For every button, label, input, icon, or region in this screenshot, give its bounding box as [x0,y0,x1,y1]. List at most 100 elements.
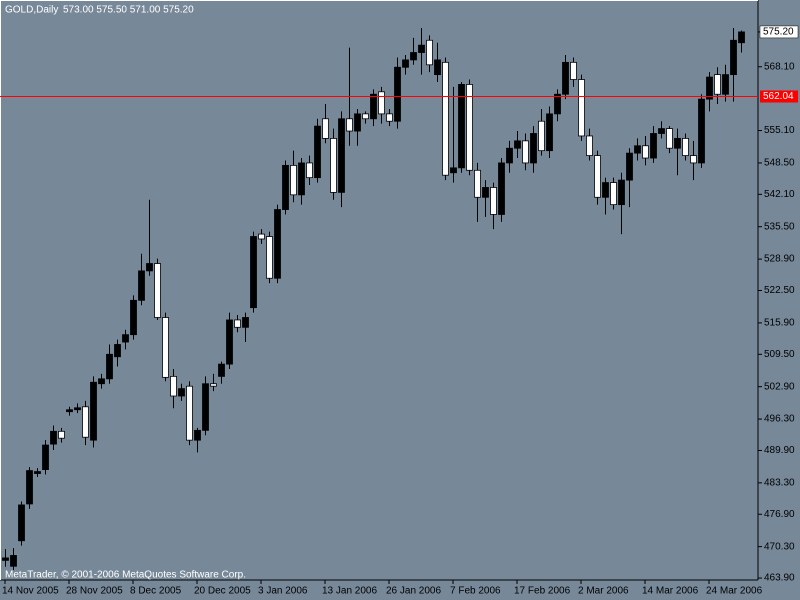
candle-body [410,52,417,61]
candle-body [74,407,81,411]
candle-body [578,79,585,137]
x-tick-label: 8 Dec 2005 [130,586,182,597]
level-label-box [760,90,798,103]
y-tick-label: 489.90 [764,445,795,456]
candle-body [506,147,513,164]
candle-body [306,162,313,179]
candle-body [618,179,625,206]
x-tick-label: 7 Feb 2006 [450,586,501,597]
candle-body [218,363,225,377]
candle-body [650,133,657,159]
candle-body [330,138,337,193]
candle-body [186,385,193,441]
y-tick-label: 463.90 [764,573,795,584]
candle-body [82,406,89,438]
candle-body [530,133,537,164]
x-tick-label: 20 Dec 2005 [194,586,251,597]
y-tick-label: 548.50 [764,158,795,169]
candle-body [658,128,665,134]
candle-body [258,233,265,240]
candle-body [50,430,57,445]
candle-body [458,84,465,169]
candle-body [602,182,609,198]
candle-body [674,138,681,149]
candle-body [546,113,553,152]
candle-body [642,145,649,159]
candle-body [130,299,137,336]
candle-body [42,444,49,471]
candle-body [2,557,9,561]
y-tick-label: 470.30 [764,541,795,552]
candle-body [66,409,73,413]
y-tick-label: 555.10 [764,125,795,136]
candle-body [90,381,97,441]
y-tick-label: 502.90 [764,381,795,392]
candle-body [282,164,289,210]
candle-body [362,113,369,120]
candle-body [194,429,201,441]
candle-body [274,209,281,279]
candle-body [682,138,689,156]
candle-body [234,319,241,328]
candle-body [122,334,129,343]
candle-body [690,155,697,164]
candle-body [10,555,17,567]
candle-body [242,317,249,328]
candle-body [722,74,729,95]
candle-body [146,263,153,272]
y-tick-label: 476.90 [764,509,795,520]
y-tick-label: 515.90 [764,318,795,329]
bid-label: 575.20 [763,27,794,38]
candle-body [26,470,33,505]
candle-body [354,113,361,132]
x-tick-label: 3 Jan 2006 [258,586,308,597]
y-tick-label: 568.10 [764,61,795,72]
candle-body [250,236,257,309]
candle-body [482,187,489,198]
candle-body [538,120,545,152]
chart-title: GOLD,Daily [5,5,58,16]
last-ohlc: 573.00 575.50 571.00 575.20 [63,5,194,16]
y-tick-label: 496.30 [764,414,795,425]
x-tick-label: 14 Mar 2006 [642,586,699,597]
x-tick-label: 28 Nov 2005 [66,586,123,597]
candle-body [34,471,41,474]
candle-body [314,125,321,179]
candle-body [178,388,185,397]
y-tick-label: 528.90 [764,254,795,265]
candle-body [418,44,425,53]
candle-body [138,270,145,301]
candle-body [738,31,745,44]
bid-label-box [759,25,799,39]
candle-body [698,98,705,164]
candle-body [594,155,601,198]
x-tick-label: 2 Mar 2006 [578,586,629,597]
candle-body [18,504,25,542]
candle-body [346,118,353,132]
candle-body [626,152,633,181]
candle-body [554,93,561,115]
candle-body [162,317,169,378]
candle-body [490,187,497,215]
y-tick-label: 509.50 [764,349,795,360]
candle-body [370,93,377,120]
candle-body [610,182,617,206]
candle-body [474,169,481,198]
candle-body [426,39,433,66]
x-tick-label: 26 Jan 2006 [386,586,441,597]
candle-body [114,344,121,358]
candle-body [210,383,217,387]
candle-body [106,353,113,380]
copyright: MetaTrader, © 2001-2006 MetaQuotes Softw… [5,570,246,581]
candle-body [290,164,297,196]
candle-body [378,91,385,115]
candle-body [266,236,273,279]
candle-body [666,128,673,149]
candle-body [402,59,409,68]
x-tick-label: 14 Nov 2005 [2,586,59,597]
candle-body [714,74,721,95]
candle-body [58,430,65,439]
y-tick-label: 522.50 [764,285,795,296]
candle-body [570,61,577,80]
